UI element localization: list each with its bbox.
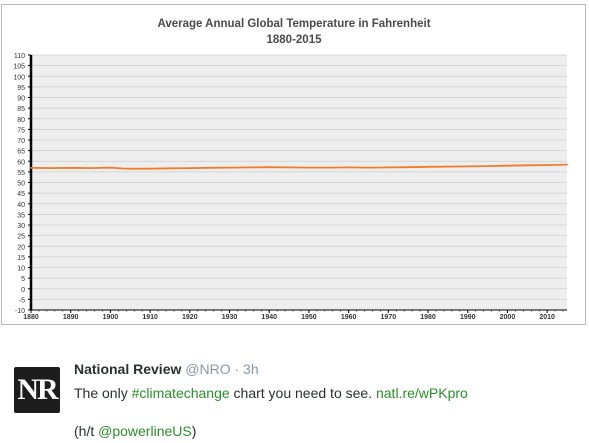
y-tick-label: 80 [17,117,25,124]
data-point [566,163,568,166]
data-point [268,166,271,169]
data-point [387,166,390,169]
x-tick-label: 1980 [420,314,436,321]
data-point [121,167,124,170]
data-point [169,167,171,170]
y-axis-ticks: 1101051009590858075706560555045403530252… [13,53,31,315]
x-tick-label: 1930 [222,314,238,321]
tweet-text-prefix: The only [74,385,128,401]
data-point [129,167,132,170]
y-tick-label: 30 [17,223,25,230]
data-point [49,167,52,169]
data-point [288,166,290,169]
y-tick-label: 100 [13,74,25,81]
y-tick-label: -10 [15,308,25,315]
data-point [149,167,152,170]
chart-title: Average Annual Global Temperature in Fah… [157,18,430,30]
y-tick-label: 40 [17,202,25,209]
y-tick-label: 65 [17,149,25,156]
data-point [208,166,211,169]
tweet-text-middle: chart you need to see. [233,385,373,401]
x-tick-label: 1910 [142,314,158,321]
x-tick-label: 1990 [460,314,476,321]
y-tick-label: 25 [17,234,25,241]
data-point [228,166,231,169]
series-layer [30,163,568,170]
temperature-chart: Average Annual Global Temperature in Fah… [13,18,568,321]
data-point [327,166,330,169]
data-point [446,165,449,168]
x-axis-ticks: 1880 1890 1900 1910 1920 1930 1940 1950 1960 1970… [23,310,564,321]
tweet-timestamp[interactable]: 3h [243,361,259,377]
data-point [486,165,489,168]
y-tick-label: 35 [17,212,25,219]
y-tick-label: 55 [17,170,25,177]
y-tick-label: 10 [17,266,25,273]
x-tick-label: 1970 [381,314,397,321]
data-point [466,165,469,168]
data-point [109,166,112,169]
y-tick-label: 15 [17,255,25,262]
y-tick-label: -5 [19,297,25,304]
y-tick-label: 95 [17,85,25,92]
y-tick-label: 110 [14,53,25,60]
data-point [407,166,410,169]
header-separator: · [234,361,240,377]
chart-panel: Average Annual Global Temperature in Fah… [1,4,586,325]
data-point [427,165,429,168]
chart-subtitle: 1880-2015 [267,34,323,46]
x-tick-label: 1960 [341,314,357,321]
x-tick-label: 1940 [261,314,277,321]
data-point [188,167,191,169]
y-tick-label: 70 [17,138,25,145]
data-point [30,166,32,169]
x-tick-label: 2000 [500,314,516,321]
url-link[interactable]: natl.re/wPKpro [375,385,468,401]
data-point [89,167,92,169]
tweet-card: NR National Review @NRO · 3h The only #c… [0,361,589,443]
data-point [308,166,310,169]
data-point [248,166,251,169]
credit-suffix: ) [191,423,197,439]
x-tick-label: 1880 [23,314,39,321]
x-tick-label: 2010 [539,314,555,321]
author-handle[interactable]: @NRO [185,361,231,377]
x-tick-label: 1950 [301,314,317,321]
hashtag-link[interactable]: #climatechange [131,385,230,401]
tweet-header: National Review @NRO · 3h [74,361,259,377]
gridlines [31,54,567,311]
data-point [347,166,350,169]
mention-link[interactable]: @powerlineUS [98,423,192,439]
x-tick-label: 1920 [182,314,198,321]
y-tick-label: 20 [17,244,25,251]
data-point [367,166,370,169]
y-tick-label: 60 [17,159,25,166]
y-tick-label: 105 [13,64,25,71]
credit-prefix: (h/t [74,423,95,439]
y-tick-label: 75 [17,127,25,134]
y-tick-label: 0 [21,287,25,294]
y-tick-label: 85 [17,106,25,113]
data-point [69,166,72,169]
avatar[interactable]: NR [14,367,60,413]
y-tick-label: 45 [17,191,25,198]
y-tick-label: 90 [17,96,25,103]
y-tick-label: 50 [17,181,25,188]
tweet-credit: (h/t @powerlineUS) [74,423,196,439]
data-point [546,164,549,166]
y-tick-label: 5 [21,276,25,283]
data-point [526,164,529,167]
data-point [506,164,509,167]
x-tick-label: 1890 [63,314,79,321]
author-name[interactable]: National Review [74,361,182,377]
tweet-text: The only #climatechange chart you need t… [74,385,468,401]
x-tick-label: 1900 [103,314,119,321]
